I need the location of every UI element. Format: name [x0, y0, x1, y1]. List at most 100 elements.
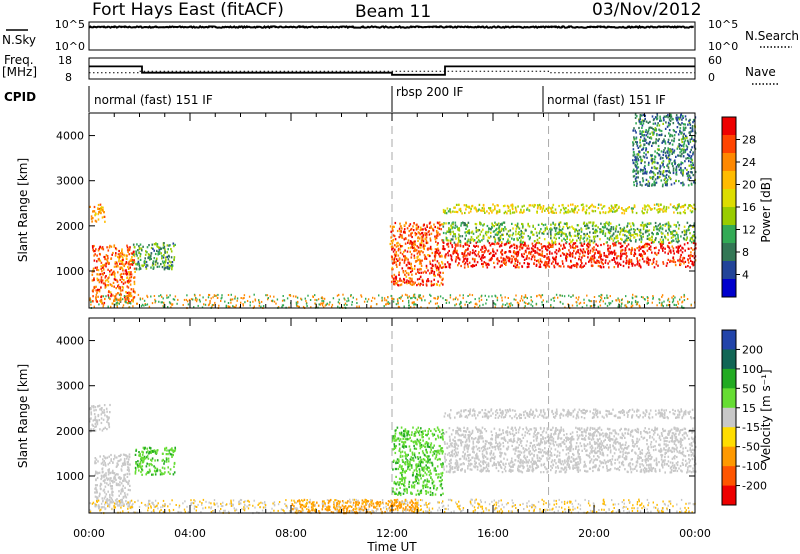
range-gate-cell [464, 250, 466, 253]
range-gate-cell [100, 281, 103, 284]
range-gate-cell [680, 171, 682, 174]
range-gate-cell [690, 241, 693, 244]
range-gate-cell [522, 299, 524, 302]
range-gate-cell [413, 256, 416, 260]
range-gate-cell [565, 241, 568, 244]
range-gate-cell [128, 463, 130, 466]
range-gate-cell [119, 262, 121, 265]
range-gate-cell [243, 297, 245, 299]
range-gate-cell [141, 249, 143, 252]
range-gate-cell [666, 125, 669, 128]
range-gate-cell [114, 499, 117, 502]
range-gate-cell [578, 296, 580, 299]
range-gate-cell [194, 294, 196, 297]
range-gate-cell [527, 224, 529, 227]
range-gate-cell [669, 119, 672, 123]
range-gate-cell [96, 277, 99, 280]
range-gate-cell [545, 245, 547, 248]
range-gate-cell [398, 236, 401, 239]
range-gate-cell [89, 299, 91, 302]
range-gate-cell [430, 271, 433, 274]
range-gate-cell [186, 300, 189, 303]
range-gate-cell [137, 249, 139, 252]
range-gate-cell [149, 470, 151, 473]
range-gate-cell [496, 258, 498, 261]
range-gate-cell [667, 238, 669, 241]
range-gate-cell [109, 493, 111, 496]
range-gate-cell [669, 231, 672, 234]
range-gate-cell [118, 260, 120, 263]
range-gate-cell [608, 266, 610, 269]
range-gate-cell [107, 268, 109, 271]
range-gate-cell [164, 251, 166, 254]
range-gate-cell [430, 225, 432, 228]
range-gate-cell [521, 265, 523, 268]
range-gate-cell [644, 164, 646, 168]
range-gate-cell [500, 294, 502, 297]
range-gate-cell [599, 238, 601, 241]
range-gate-cell [421, 228, 423, 231]
range-gate-cell [98, 419, 101, 422]
range-gate-cell [132, 250, 135, 254]
range-gate-cell [688, 175, 691, 178]
range-gate-cell [630, 305, 633, 308]
range-gate-cell [625, 253, 627, 256]
range-gate-cell [622, 233, 624, 236]
range-gate-cell [94, 491, 96, 494]
range-gate-cell [497, 259, 499, 262]
range-gate-cell [565, 257, 568, 260]
range-gate-cell [481, 250, 483, 253]
range-gate-cell [668, 229, 671, 232]
range-gate-cell [117, 256, 119, 259]
range-gate-cell [488, 259, 491, 262]
range-gate-cell [100, 407, 103, 410]
y-tick-label: 1000 [56, 265, 84, 278]
range-gate-cell [650, 154, 653, 157]
range-gate-cell [576, 262, 578, 265]
range-gate-cell [608, 206, 610, 210]
range-gate-cell [464, 254, 466, 257]
range-gate-cell [511, 208, 514, 211]
range-gate-cell [393, 283, 396, 286]
range-gate-cell [103, 473, 106, 476]
range-gate-cell [101, 497, 104, 500]
range-gate-cell [420, 262, 422, 265]
range-gate-cell [112, 479, 114, 482]
range-gate-cell [94, 495, 97, 498]
range-gate-cell [129, 273, 132, 276]
range-gate-cell [528, 257, 530, 260]
range-gate-cell [519, 241, 522, 244]
range-gate-cell [164, 248, 166, 251]
range-gate-cell [246, 300, 249, 302]
range-gate-cell [680, 182, 682, 185]
range-gate-cell [682, 123, 685, 126]
range-gate-cell [404, 293, 407, 296]
range-gate-cell [667, 304, 670, 307]
range-gate-cell [677, 121, 679, 124]
range-gate-cell [414, 231, 417, 235]
range-gate-cell [602, 226, 605, 229]
range-gate-cell [653, 158, 656, 161]
range-gate-cell [688, 131, 690, 134]
range-gate-cell [378, 294, 380, 297]
range-gate-cell [118, 490, 120, 493]
range-gate-cell [555, 262, 557, 265]
range-gate-cell [439, 251, 441, 254]
range-gate-cell [390, 236, 392, 239]
range-gate-cell [568, 249, 570, 252]
range-gate-cell [94, 249, 96, 253]
range-gate-cell [122, 298, 124, 301]
range-gate-cell [635, 303, 638, 306]
range-gate-cell [216, 296, 219, 299]
range-gate-cell [519, 233, 521, 236]
range-gate-cell [413, 293, 416, 296]
range-gate-cell [173, 465, 175, 468]
range-gate-cell [501, 223, 503, 226]
range-gate-cell [97, 203, 100, 207]
range-gate-cell [662, 153, 665, 157]
range-gate-cell [682, 211, 685, 214]
range-gate-cell [691, 146, 693, 149]
range-gate-cell [394, 238, 397, 241]
range-gate-cell [127, 298, 129, 301]
range-gate-cell [662, 262, 665, 265]
